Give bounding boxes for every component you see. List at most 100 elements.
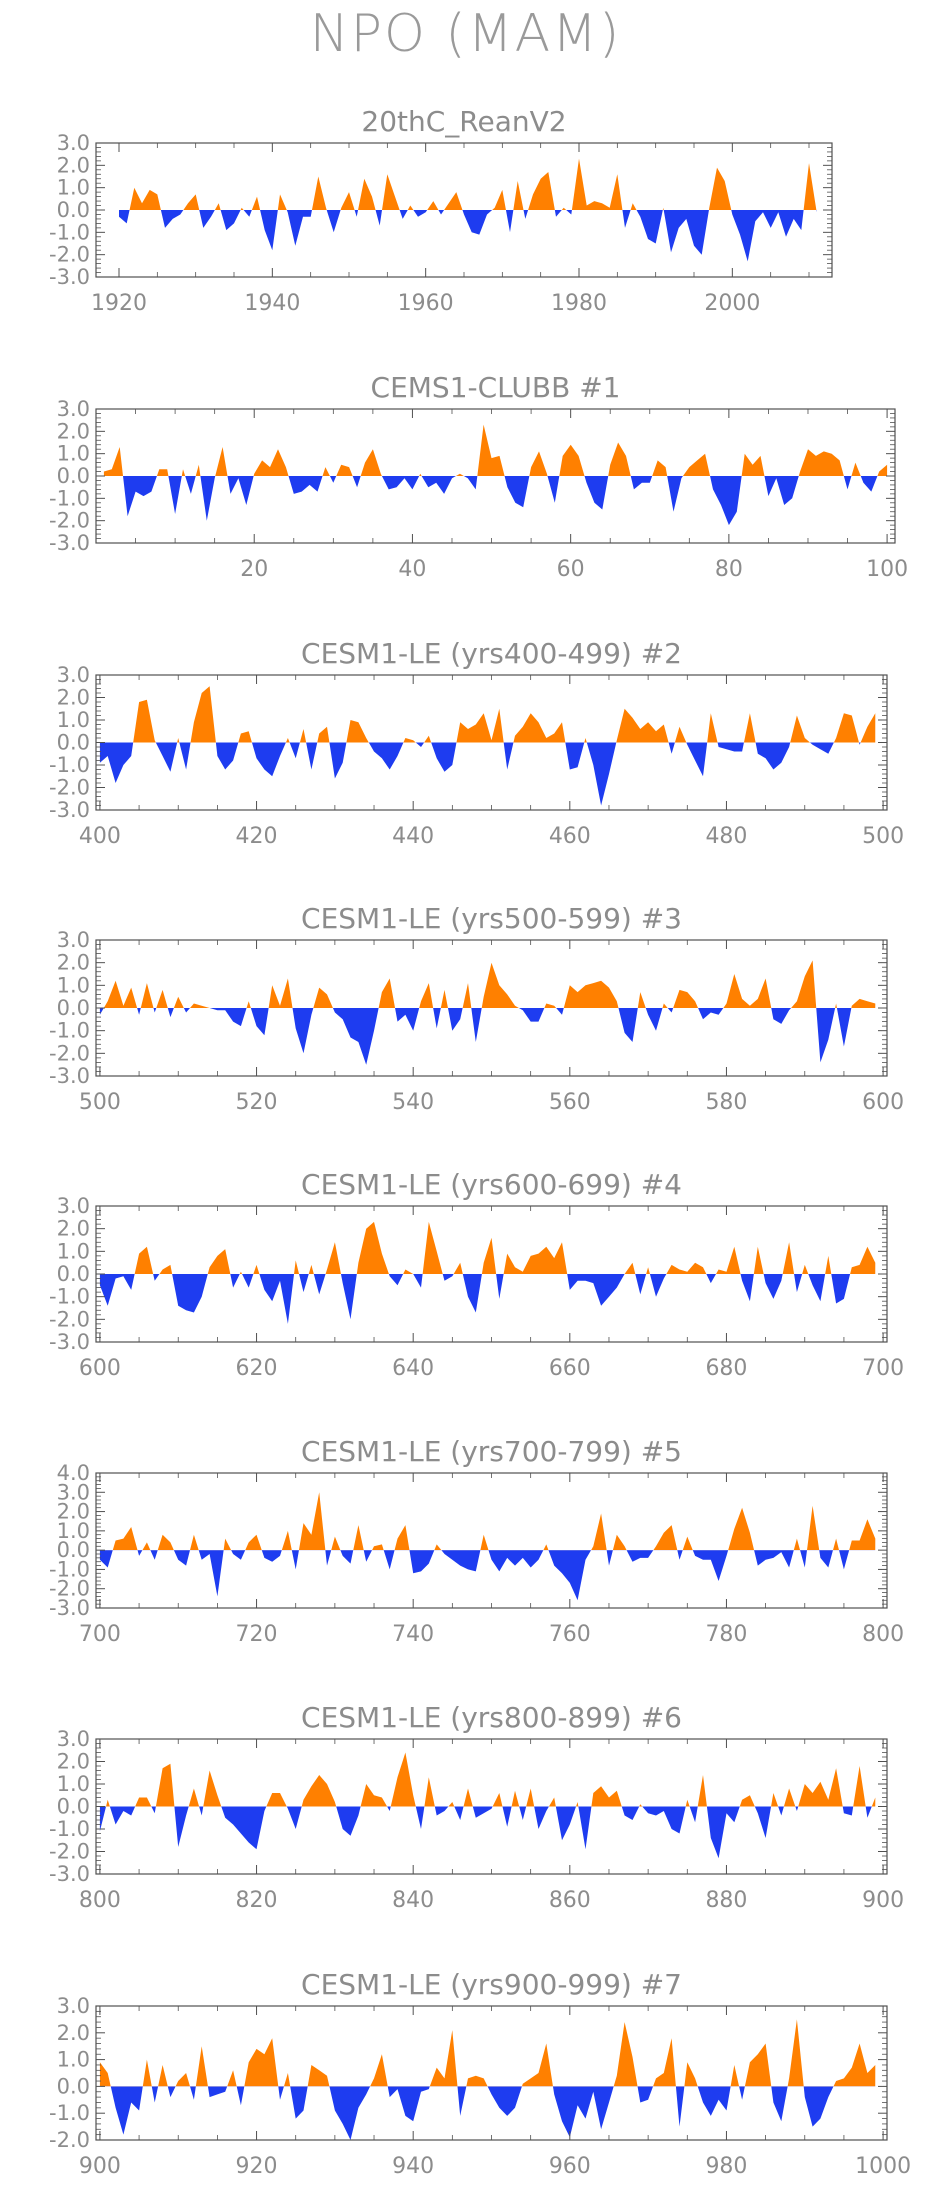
y-tick-label: -2.0 <box>49 1041 90 1065</box>
x-tick-label: 500 <box>79 1090 121 1115</box>
y-tick-label: 1.0 <box>57 2048 90 2072</box>
y-tick-label: 2.0 <box>57 951 90 975</box>
positive-area <box>99 1752 876 1807</box>
y-tick-label: 0.0 <box>57 2074 90 2098</box>
y-tick-label: -2.0 <box>49 2128 90 2152</box>
y-tick-label: 1.0 <box>57 176 90 200</box>
x-tick-label: 1980 <box>551 291 607 316</box>
negative-area <box>99 1274 876 1324</box>
data-points <box>98 1491 876 1602</box>
y-tick-label: 0.0 <box>57 1262 90 1286</box>
y-tick-label: -1.0 <box>49 220 90 244</box>
y-tick-label: 1.0 <box>57 1772 90 1796</box>
y-tick-label: 3.0 <box>57 1480 90 1504</box>
x-tick-label: 20 <box>240 557 268 582</box>
x-tick-label: 740 <box>392 1622 434 1647</box>
chart-title: CESM1-LE (yrs800-899) #6 <box>301 1701 682 1734</box>
x-tick-label: 660 <box>549 1356 591 1381</box>
y-tick-label: 0.0 <box>57 1795 90 1819</box>
negative-area <box>119 210 817 262</box>
chart-panel-3: CESM1-LE (yrs400-499) #2 -3.0-2.0-1.00.01… <box>49 637 904 849</box>
y-tick-label: 2.0 <box>57 686 90 710</box>
y-tick-label: 0.0 <box>57 996 90 1020</box>
x-tick-label: 600 <box>862 1090 904 1115</box>
x-tick-label: 1000 <box>855 2154 911 2179</box>
x-tick-label: 500 <box>862 824 904 849</box>
y-tick-label: 2.0 <box>57 1217 90 1241</box>
positive-area <box>103 424 888 476</box>
y-tick-label: -2.0 <box>49 1577 90 1601</box>
positive-area <box>99 960 876 1008</box>
negative-area <box>99 1008 876 1065</box>
x-tick-label: 700 <box>862 1356 904 1381</box>
chart-title: CESM1-LE (yrs900-999) #7 <box>301 1968 682 2001</box>
x-tick-label: 100 <box>866 557 908 582</box>
x-tick-label: 840 <box>392 1888 434 1913</box>
x-tick-label: 400 <box>79 824 121 849</box>
y-tick-label: -2.0 <box>49 1840 90 1864</box>
y-tick-label: -3.0 <box>49 265 90 289</box>
x-tick-label: 1940 <box>244 291 300 316</box>
y-tick-label: 3.0 <box>57 663 90 687</box>
chart-title: CESM1-LE (yrs500-599) #3 <box>301 902 682 935</box>
y-tick-label: -1.0 <box>49 1285 90 1309</box>
positive-area <box>99 2019 876 2087</box>
y-tick-label: -1.0 <box>49 753 90 777</box>
y-tick-label: 0.0 <box>57 464 90 488</box>
y-tick-label: -3.0 <box>49 1064 90 1088</box>
x-tick-label: 780 <box>705 1622 747 1647</box>
x-tick-label: 860 <box>549 1888 591 1913</box>
y-tick-label: -3.0 <box>49 1862 90 1886</box>
chart-title: CESM1-LE (yrs400-499) #2 <box>301 637 682 670</box>
y-tick-label: 2.0 <box>57 153 90 177</box>
chart-panel-7: CESM1-LE (yrs800-899) #6 -3.0-2.0-1.00.01… <box>49 1701 904 1913</box>
x-tick-label: 760 <box>549 1622 591 1647</box>
y-tick-label: 2.0 <box>57 1500 90 1524</box>
y-tick-label: 3.0 <box>57 1194 90 1218</box>
y-tick-label: 2.0 <box>57 419 90 443</box>
negative-area <box>99 2086 876 2140</box>
x-tick-label: 720 <box>236 1622 278 1647</box>
x-tick-label: 520 <box>236 1090 278 1115</box>
y-tick-label: 1.0 <box>57 973 90 997</box>
y-tick-label: -3.0 <box>49 531 90 555</box>
x-tick-label: 640 <box>392 1356 434 1381</box>
y-tick-label: -2.0 <box>49 509 90 533</box>
chart-title: CESM1-LE (yrs600-699) #4 <box>301 1168 682 1201</box>
x-tick-label: 540 <box>392 1090 434 1115</box>
y-tick-label: -2.0 <box>49 776 90 800</box>
x-tick-label: 900 <box>862 1888 904 1913</box>
x-tick-label: 960 <box>549 2154 591 2179</box>
x-tick-label: 980 <box>705 2154 747 2179</box>
plot-frame <box>95 1472 888 1609</box>
x-tick-label: 440 <box>392 824 434 849</box>
x-tick-label: 620 <box>236 1356 278 1381</box>
negative-area <box>99 1550 850 1601</box>
x-tick-label: 680 <box>705 1356 747 1381</box>
x-tick-label: 460 <box>549 824 591 849</box>
positive-area <box>99 1492 876 1551</box>
y-tick-label: -1.0 <box>49 1557 90 1581</box>
y-tick-label: 3.0 <box>57 928 90 952</box>
y-tick-label: 0.0 <box>57 1538 90 1562</box>
chart-panel-1: 20thC_ReanV2 -3.0-2.0-1.00.01.02.03.0 1920… <box>49 105 833 316</box>
x-tick-label: 800 <box>79 1888 121 1913</box>
chart-panel-5: CESM1-LE (yrs600-699) #4 -3.0-2.0-1.00.01… <box>49 1168 904 1381</box>
x-tick-label: 900 <box>79 2154 121 2179</box>
y-tick-label: -3.0 <box>49 1330 90 1354</box>
y-tick-label: 2.0 <box>57 2021 90 2045</box>
x-tick-label: 2000 <box>704 291 760 316</box>
x-tick-label: 80 <box>715 557 743 582</box>
x-tick-label: 60 <box>557 557 585 582</box>
y-tick-label: 3.0 <box>57 1994 90 2018</box>
y-tick-label: -1.0 <box>49 2101 90 2125</box>
x-tick-label: 40 <box>398 557 426 582</box>
negative-area <box>103 476 888 526</box>
chart-panel-6: CESM1-LE (yrs700-799) #5 -3.0-2.0-1.00.01… <box>49 1435 904 1647</box>
y-tick-label: -1.0 <box>49 1019 90 1043</box>
y-tick-label: -1.0 <box>49 1817 90 1841</box>
x-tick-label: 800 <box>862 1622 904 1647</box>
chart-title: 20thC_ReanV2 <box>361 105 566 138</box>
y-tick-label: 3.0 <box>57 1727 90 1751</box>
x-tick-label: 560 <box>549 1090 591 1115</box>
